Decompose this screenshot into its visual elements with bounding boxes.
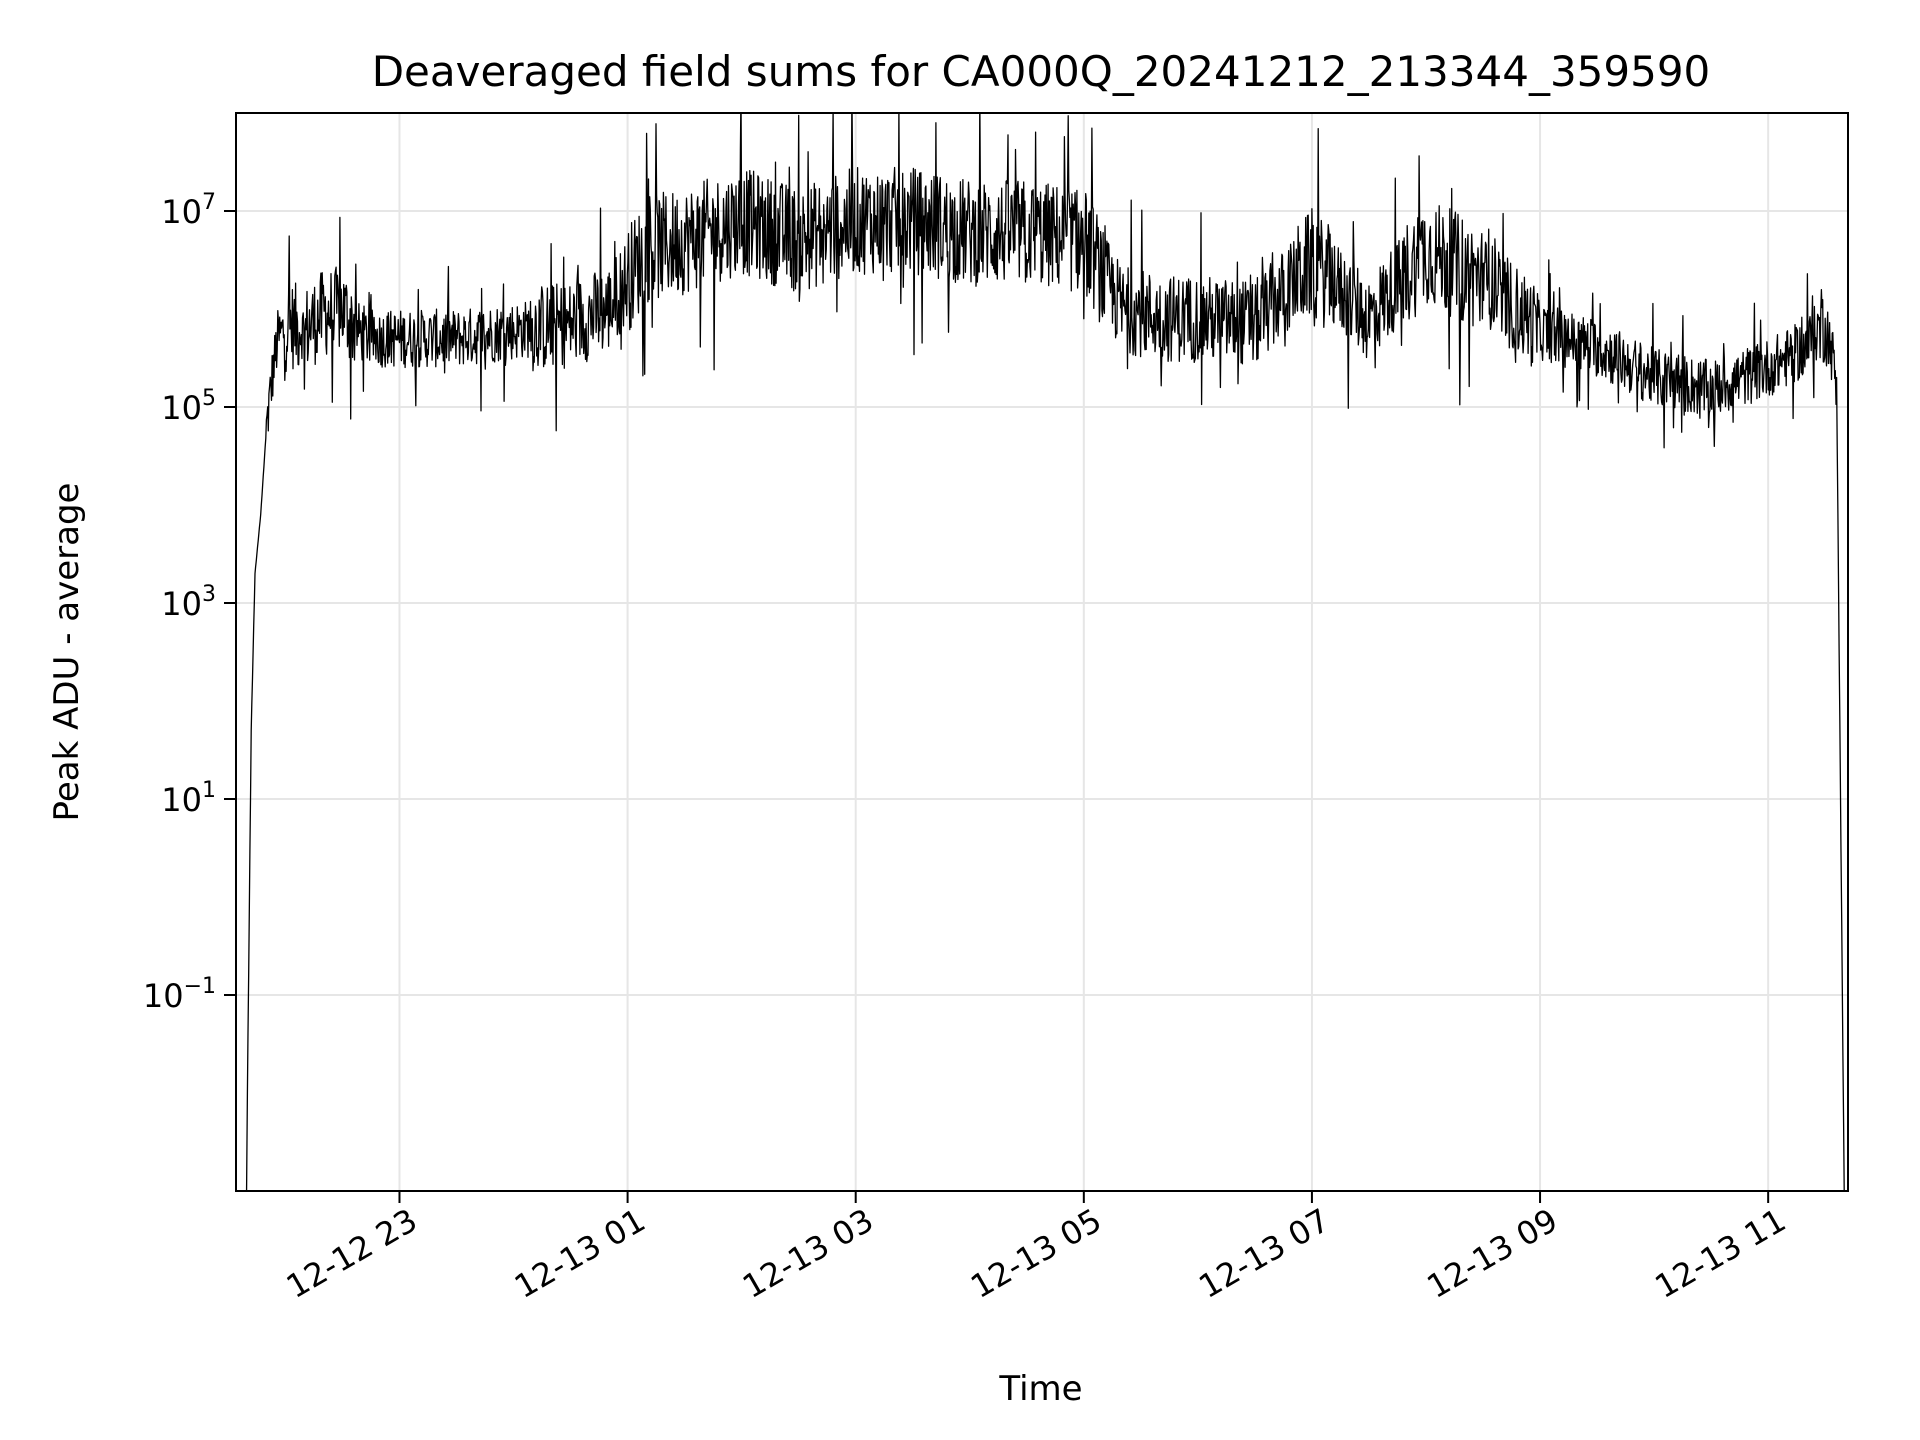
y-tick-label: 107: [161, 190, 216, 231]
chart-title: Deaveraged field sums for CA000Q_2024121…: [372, 47, 1711, 96]
series-line: [245, 113, 1845, 1191]
y-tick-label: 101: [161, 778, 216, 819]
y-axis: 10−1 101 103 105 107: [143, 190, 236, 1015]
y-axis-label: Peak ADU - average: [47, 483, 87, 822]
grid: [236, 113, 1848, 1191]
plot-frame: [235, 112, 1849, 1192]
y-tick-label: 103: [161, 582, 216, 623]
y-tick-label: 105: [161, 386, 216, 427]
series-layer: [245, 113, 1845, 1191]
y-tick-label: 10−1: [143, 974, 216, 1015]
x-axis-label: Time: [998, 1369, 1082, 1409]
